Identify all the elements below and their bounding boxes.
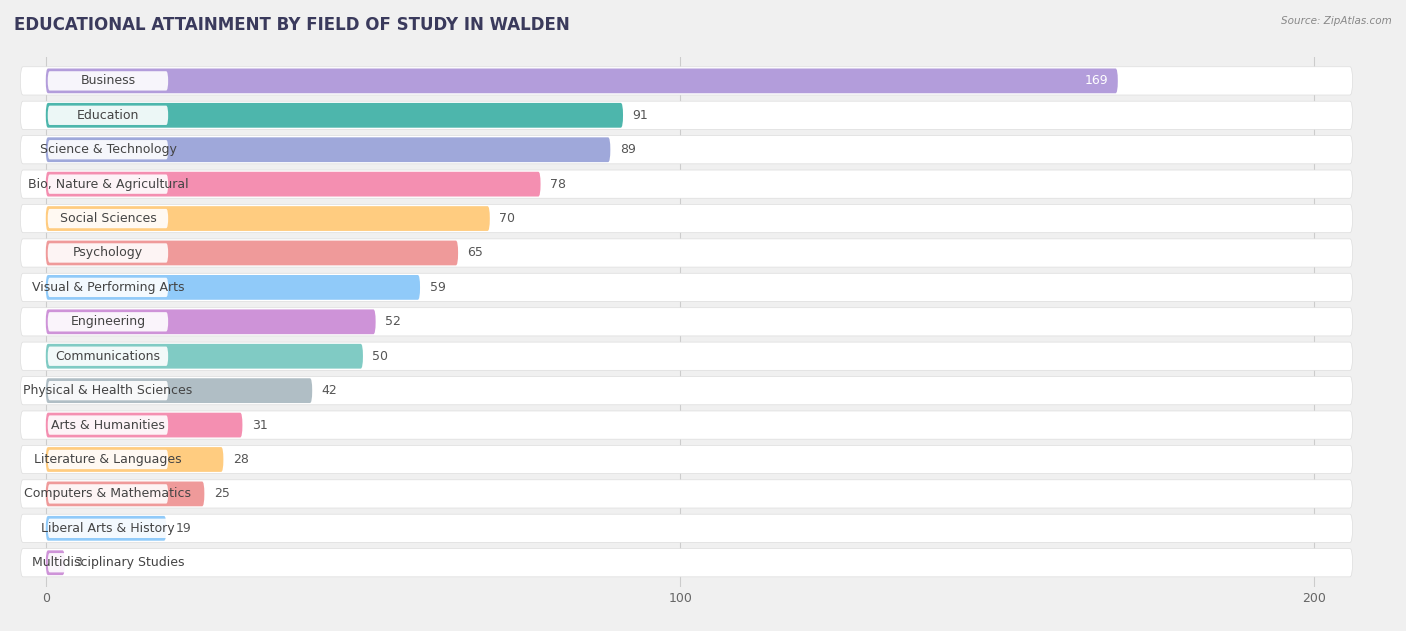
Text: Multidisciplinary Studies: Multidisciplinary Studies — [32, 557, 184, 569]
Text: 19: 19 — [176, 522, 191, 535]
Text: 169: 169 — [1084, 74, 1108, 87]
FancyBboxPatch shape — [46, 172, 540, 196]
Text: Business: Business — [80, 74, 135, 87]
Text: Science & Technology: Science & Technology — [39, 143, 176, 156]
FancyBboxPatch shape — [48, 415, 169, 435]
Text: 89: 89 — [620, 143, 636, 156]
Text: 91: 91 — [633, 109, 648, 122]
FancyBboxPatch shape — [48, 553, 169, 572]
Text: Computers & Mathematics: Computers & Mathematics — [24, 487, 191, 500]
FancyBboxPatch shape — [21, 204, 1353, 233]
FancyBboxPatch shape — [48, 71, 169, 90]
FancyBboxPatch shape — [46, 447, 224, 472]
FancyBboxPatch shape — [48, 346, 169, 366]
Text: 28: 28 — [233, 453, 249, 466]
FancyBboxPatch shape — [21, 480, 1353, 508]
FancyBboxPatch shape — [21, 67, 1353, 95]
FancyBboxPatch shape — [21, 170, 1353, 198]
FancyBboxPatch shape — [46, 550, 65, 575]
FancyBboxPatch shape — [46, 413, 242, 437]
FancyBboxPatch shape — [21, 342, 1353, 370]
FancyBboxPatch shape — [46, 240, 458, 266]
FancyBboxPatch shape — [21, 411, 1353, 439]
Text: Social Sciences: Social Sciences — [59, 212, 156, 225]
FancyBboxPatch shape — [21, 308, 1353, 336]
Text: 52: 52 — [385, 316, 401, 328]
Text: Engineering: Engineering — [70, 316, 145, 328]
Text: Psychology: Psychology — [73, 247, 143, 259]
FancyBboxPatch shape — [48, 244, 169, 262]
FancyBboxPatch shape — [21, 548, 1353, 577]
FancyBboxPatch shape — [48, 381, 169, 400]
FancyBboxPatch shape — [21, 239, 1353, 267]
Text: Arts & Humanities: Arts & Humanities — [51, 418, 165, 432]
Text: 50: 50 — [373, 350, 388, 363]
FancyBboxPatch shape — [46, 69, 1118, 93]
FancyBboxPatch shape — [21, 377, 1353, 404]
FancyBboxPatch shape — [21, 445, 1353, 474]
FancyBboxPatch shape — [21, 101, 1353, 129]
FancyBboxPatch shape — [46, 103, 623, 127]
Text: 25: 25 — [214, 487, 229, 500]
FancyBboxPatch shape — [21, 273, 1353, 302]
FancyBboxPatch shape — [46, 309, 375, 334]
FancyBboxPatch shape — [21, 514, 1353, 543]
Text: Physical & Health Sciences: Physical & Health Sciences — [24, 384, 193, 397]
FancyBboxPatch shape — [46, 516, 166, 541]
FancyBboxPatch shape — [46, 344, 363, 369]
Text: Liberal Arts & History: Liberal Arts & History — [41, 522, 174, 535]
FancyBboxPatch shape — [46, 206, 489, 231]
FancyBboxPatch shape — [48, 312, 169, 331]
FancyBboxPatch shape — [21, 136, 1353, 164]
Text: 70: 70 — [499, 212, 516, 225]
Text: 3: 3 — [75, 557, 82, 569]
FancyBboxPatch shape — [48, 140, 169, 160]
Text: 78: 78 — [550, 178, 567, 191]
FancyBboxPatch shape — [48, 175, 169, 194]
Text: 65: 65 — [468, 247, 484, 259]
Text: EDUCATIONAL ATTAINMENT BY FIELD OF STUDY IN WALDEN: EDUCATIONAL ATTAINMENT BY FIELD OF STUDY… — [14, 16, 569, 34]
Text: 42: 42 — [322, 384, 337, 397]
FancyBboxPatch shape — [48, 484, 169, 504]
Text: Literature & Languages: Literature & Languages — [34, 453, 181, 466]
FancyBboxPatch shape — [48, 450, 169, 469]
Text: Source: ZipAtlas.com: Source: ZipAtlas.com — [1281, 16, 1392, 26]
Text: Visual & Performing Arts: Visual & Performing Arts — [32, 281, 184, 294]
FancyBboxPatch shape — [48, 209, 169, 228]
FancyBboxPatch shape — [46, 378, 312, 403]
FancyBboxPatch shape — [46, 275, 420, 300]
FancyBboxPatch shape — [48, 105, 169, 125]
Text: Bio, Nature & Agricultural: Bio, Nature & Agricultural — [28, 178, 188, 191]
Text: Education: Education — [77, 109, 139, 122]
FancyBboxPatch shape — [48, 278, 169, 297]
Text: Communications: Communications — [55, 350, 160, 363]
FancyBboxPatch shape — [48, 519, 169, 538]
FancyBboxPatch shape — [46, 138, 610, 162]
Text: 59: 59 — [430, 281, 446, 294]
FancyBboxPatch shape — [46, 481, 204, 506]
Text: 31: 31 — [252, 418, 267, 432]
